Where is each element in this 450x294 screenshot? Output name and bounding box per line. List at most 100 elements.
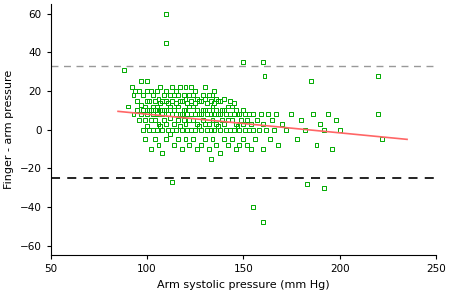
Point: [178, 147, 185, 151]
Point: [207, 156, 214, 161]
Point: [248, 121, 255, 126]
Point: [205, 93, 212, 97]
Point: [216, 98, 224, 103]
Point: [135, 89, 143, 93]
Point: [189, 93, 197, 97]
Point: [259, 147, 266, 151]
Point: [267, 137, 274, 142]
Point: [166, 131, 174, 136]
Point: [172, 112, 180, 117]
Point: [162, 98, 170, 103]
Point: [174, 104, 181, 109]
Point: [211, 127, 218, 132]
Point: [320, 185, 328, 190]
Point: [288, 112, 295, 117]
Point: [132, 89, 139, 93]
Point: [249, 112, 256, 117]
Point: [178, 98, 185, 103]
Point: [140, 127, 147, 132]
Point: [159, 112, 166, 117]
Point: [226, 112, 234, 117]
Point: [236, 127, 243, 132]
Point: [234, 123, 241, 128]
Point: [157, 85, 164, 90]
Point: [201, 108, 208, 113]
Point: [199, 93, 207, 97]
Point: [230, 112, 237, 117]
Point: [195, 98, 203, 103]
Point: [220, 137, 228, 142]
Point: [282, 127, 289, 132]
Point: [157, 123, 164, 128]
Point: [151, 98, 158, 103]
Point: [157, 100, 164, 105]
Point: [192, 89, 199, 93]
Point: [374, 112, 382, 117]
Point: [203, 112, 210, 117]
Point: [153, 108, 160, 113]
Point: [135, 118, 143, 122]
Point: [222, 127, 230, 132]
Point: [165, 127, 172, 132]
Point: [151, 137, 158, 142]
Point: [249, 205, 256, 209]
Point: [168, 112, 176, 117]
Point: [147, 147, 154, 151]
Point: [240, 108, 247, 113]
Point: [259, 60, 266, 64]
Point: [178, 112, 185, 117]
Point: [222, 112, 230, 117]
Point: [219, 118, 226, 122]
Point: [147, 118, 154, 122]
Point: [236, 112, 243, 117]
Point: [145, 108, 153, 113]
Point: [245, 127, 252, 132]
Point: [194, 121, 201, 126]
Point: [172, 100, 180, 105]
Point: [159, 108, 166, 113]
Point: [186, 104, 193, 109]
Point: [207, 112, 214, 117]
Point: [278, 121, 285, 126]
Point: [213, 121, 220, 126]
Point: [374, 73, 382, 78]
Point: [253, 118, 261, 122]
Point: [265, 112, 272, 117]
Point: [174, 118, 181, 122]
Point: [151, 108, 158, 113]
Point: [205, 108, 212, 113]
Point: [149, 112, 156, 117]
X-axis label: Arm systolic pressure (mm Hg): Arm systolic pressure (mm Hg): [157, 280, 329, 290]
Point: [180, 108, 187, 113]
Point: [155, 96, 162, 101]
Point: [153, 89, 160, 93]
Point: [209, 118, 216, 122]
Point: [171, 108, 178, 113]
Point: [220, 96, 228, 101]
Point: [166, 93, 174, 97]
Point: [130, 112, 137, 117]
Point: [197, 143, 204, 148]
Point: [234, 112, 241, 117]
Point: [242, 112, 249, 117]
Point: [228, 137, 235, 142]
Point: [236, 143, 243, 148]
Point: [211, 112, 218, 117]
Point: [201, 121, 208, 126]
Point: [171, 143, 178, 148]
Point: [336, 127, 343, 132]
Point: [240, 60, 247, 64]
Point: [155, 121, 162, 126]
Point: [159, 151, 166, 155]
Point: [203, 127, 210, 132]
Point: [209, 93, 216, 97]
Point: [232, 147, 239, 151]
Point: [182, 121, 189, 126]
Point: [149, 104, 156, 109]
Point: [144, 79, 151, 84]
Point: [320, 127, 328, 132]
Point: [182, 137, 189, 142]
Point: [134, 98, 141, 103]
Point: [188, 98, 195, 103]
Point: [249, 127, 256, 132]
